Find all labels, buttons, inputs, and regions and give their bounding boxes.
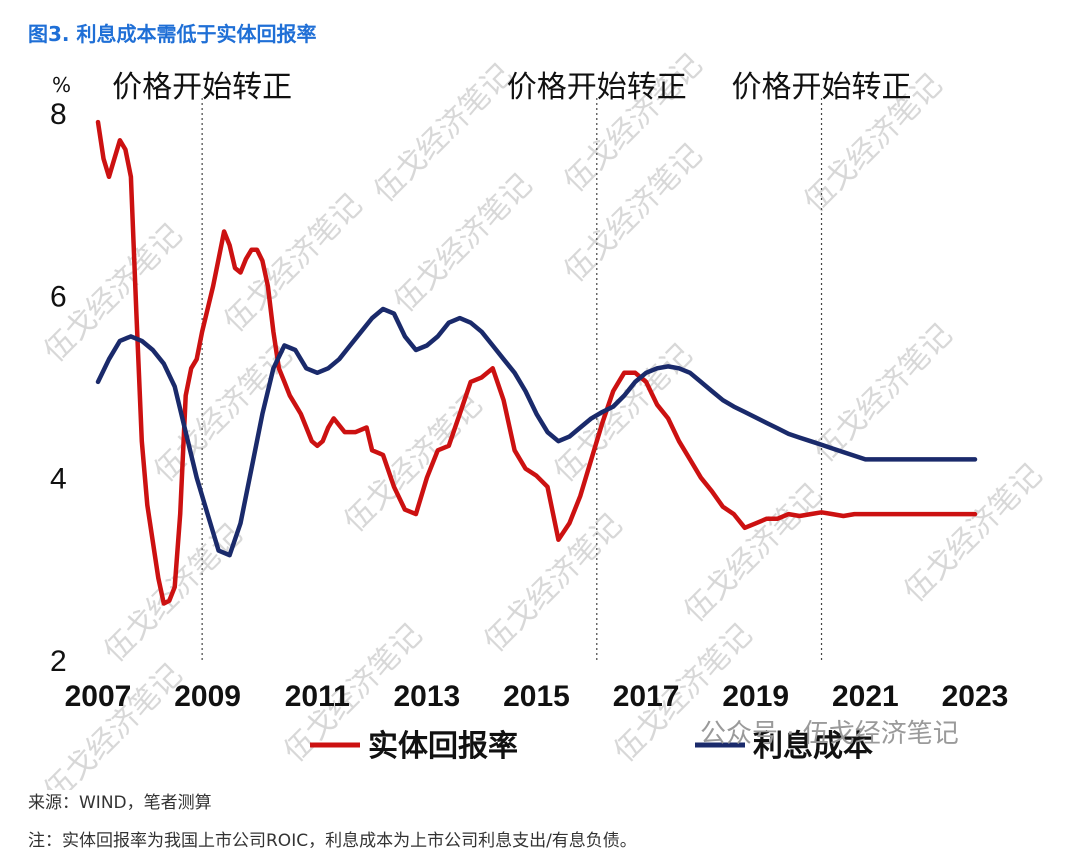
legend: 实体回报率 利息成本 [310, 729, 873, 764]
watermark-text: 伍戈经济笔记 [677, 477, 829, 629]
x-tick-label: 2009 [174, 680, 241, 713]
source-note: 来源：WIND，笔者测算 [28, 793, 212, 813]
x-tick-label: 2015 [503, 680, 570, 713]
watermark-text: 伍戈经济笔记 [547, 337, 699, 489]
legend-label: 利息成本 [753, 729, 873, 764]
x-tick-label: 2013 [394, 680, 461, 713]
figure-title: 图3. 利息成本需低于实体回报率 [28, 22, 317, 46]
x-tick-label: 2007 [65, 680, 132, 713]
watermark-text: 伍戈经济笔记 [217, 187, 369, 339]
series-line [95, 306, 978, 558]
y-axis-ticks: 2 4 6 8 [50, 98, 67, 678]
legend-label: 实体回报率 [368, 729, 518, 764]
annotation-labels: 价格开始转正 价格开始转正 价格开始转正 [112, 70, 911, 105]
watermark-text: 伍戈经济笔记 [477, 507, 629, 659]
y-tick-label: 2 [50, 645, 67, 678]
x-axis-ticks: 2007 2009 2011 2013 2015 2017 2019 2021 2023 [65, 680, 1009, 713]
series-lines [95, 119, 978, 606]
annotation-lines [201, 98, 823, 660]
brand-watermark-text: 公众号 · 伍戈经济笔记 [700, 719, 959, 749]
line-chart: 伍戈经济笔记 伍戈经济笔记 伍戈经济笔记 伍戈经济笔记 伍戈经济笔记伍戈经济笔记伍戈经济… [37, 47, 1049, 790]
footnote: 注：实体回报率为我国上市公司ROIC，利息成本为上市公司利息支出/有息负债。 [28, 831, 637, 851]
annotation-label: 价格开始转正 [507, 70, 687, 105]
series-line [95, 119, 978, 606]
brand-watermark: 公众号 · 伍戈经济笔记 [700, 719, 959, 749]
y-tick-label: 4 [50, 463, 67, 496]
x-tick-label: 2019 [722, 680, 789, 713]
x-tick-label: 2017 [613, 680, 680, 713]
annotation-label: 价格开始转正 [732, 70, 912, 105]
watermark-text: 伍戈经济笔记 [897, 457, 1049, 609]
watermark-layer: 伍戈经济笔记 伍戈经济笔记 伍戈经济笔记 伍戈经济笔记 伍戈经济笔记伍戈经济笔记伍戈经济… [37, 47, 1049, 790]
y-tick-label: 8 [50, 98, 67, 131]
y-axis-unit-label: % [52, 73, 71, 97]
watermark-text: 伍戈经济笔记 [337, 387, 489, 539]
annotation-label: 价格开始转正 [112, 70, 292, 105]
x-tick-label: 2021 [832, 680, 899, 713]
x-tick-label: 2023 [942, 680, 1009, 713]
x-tick-label: 2011 [285, 680, 350, 713]
y-tick-label: 6 [50, 280, 67, 313]
